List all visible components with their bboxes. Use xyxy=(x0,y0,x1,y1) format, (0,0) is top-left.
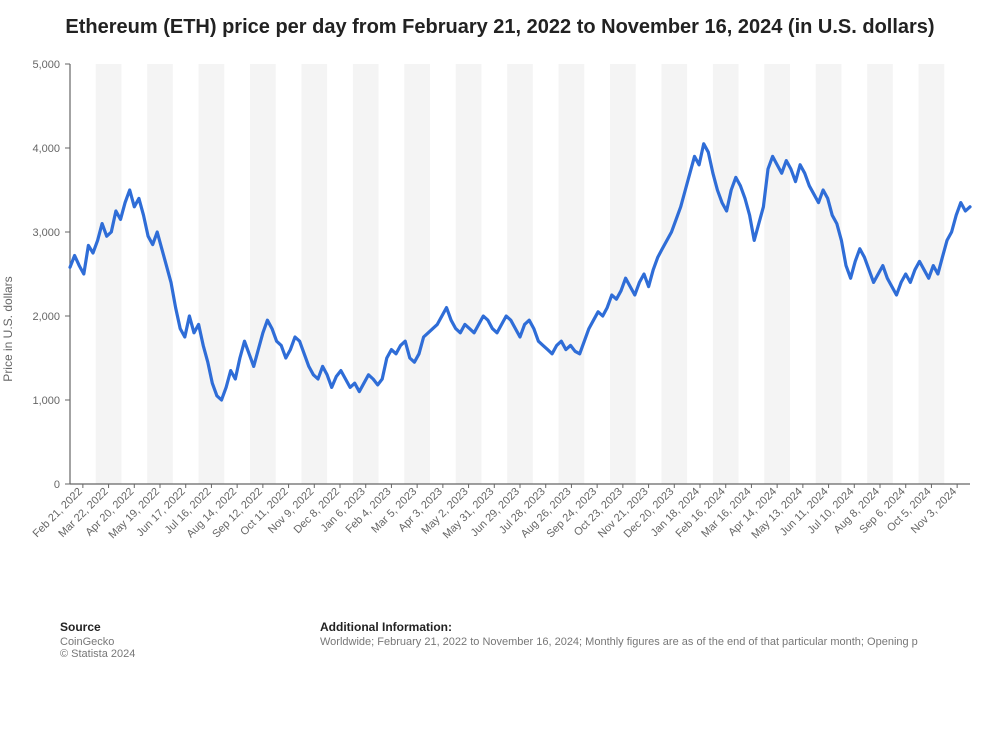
line-chart: 01,0002,0003,0004,0005,000Feb 21, 2022Ma… xyxy=(0,44,1000,614)
copyright: © Statista 2024 xyxy=(60,648,320,660)
svg-text:5,000: 5,000 xyxy=(32,59,60,71)
svg-text:0: 0 xyxy=(54,479,60,491)
footer: Source CoinGecko © Statista 2024 Additio… xyxy=(0,614,1000,660)
y-axis-label: Price in U.S. dollars xyxy=(1,276,15,381)
source-header: Source xyxy=(60,620,320,634)
chart-title: Ethereum (ETH) price per day from Februa… xyxy=(0,0,1000,44)
source-body: CoinGecko xyxy=(60,636,320,648)
chart-area: Price in U.S. dollars 0 1,000 2,000 3,000 4,… xyxy=(0,44,1000,614)
svg-text:4,000: 4,000 xyxy=(32,143,60,155)
info-body: Worldwide; February 21, 2022 to November… xyxy=(320,636,980,648)
info-header: Additional Information: xyxy=(320,620,980,634)
svg-text:1,000: 1,000 xyxy=(32,395,60,407)
svg-text:3,000: 3,000 xyxy=(32,227,60,239)
svg-text:2,000: 2,000 xyxy=(32,311,60,323)
